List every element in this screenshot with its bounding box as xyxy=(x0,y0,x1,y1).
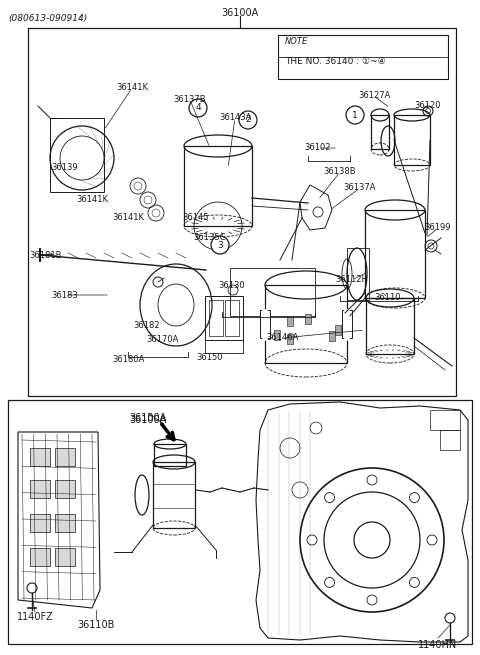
Circle shape xyxy=(346,106,364,124)
Text: 36170A: 36170A xyxy=(146,335,178,345)
Text: 36146A: 36146A xyxy=(266,333,298,343)
Text: 36135C: 36135C xyxy=(194,233,226,242)
Text: 36139: 36139 xyxy=(52,164,78,172)
Text: 1140FZ: 1140FZ xyxy=(17,612,53,622)
Bar xyxy=(335,325,341,335)
Bar xyxy=(394,115,430,165)
Circle shape xyxy=(239,111,257,129)
Bar xyxy=(55,448,75,466)
Text: 36180A: 36180A xyxy=(112,356,144,364)
Bar xyxy=(265,285,347,363)
Text: 36137B: 36137B xyxy=(174,96,206,105)
Bar xyxy=(28,28,456,396)
Bar xyxy=(430,410,460,430)
Bar xyxy=(30,480,50,498)
Bar xyxy=(8,400,472,644)
Bar xyxy=(205,296,243,340)
Text: 36120: 36120 xyxy=(415,100,441,109)
Bar xyxy=(329,331,336,341)
Text: 36182: 36182 xyxy=(134,320,160,329)
Text: 36141K: 36141K xyxy=(112,214,144,223)
Text: 36150: 36150 xyxy=(197,354,223,362)
Bar xyxy=(305,314,312,324)
Bar xyxy=(440,430,460,450)
Text: 36141K: 36141K xyxy=(116,83,148,92)
Bar xyxy=(342,310,352,338)
Bar xyxy=(154,444,186,466)
Bar xyxy=(230,268,315,316)
Bar xyxy=(365,210,425,298)
Text: 3: 3 xyxy=(217,240,223,250)
Bar xyxy=(30,514,50,532)
Text: 36141K: 36141K xyxy=(76,195,108,204)
Circle shape xyxy=(189,99,207,117)
Text: 36199: 36199 xyxy=(425,223,451,233)
Bar xyxy=(153,462,195,528)
Bar xyxy=(260,310,270,338)
Bar xyxy=(55,514,75,532)
Bar xyxy=(30,448,50,466)
Text: 4: 4 xyxy=(195,103,201,113)
Text: 36112H: 36112H xyxy=(336,276,369,284)
Text: 36110B: 36110B xyxy=(77,620,115,630)
Circle shape xyxy=(211,236,229,254)
Text: 2: 2 xyxy=(245,115,251,124)
Text: 36145: 36145 xyxy=(183,214,209,223)
Text: 36100A: 36100A xyxy=(221,8,259,18)
Text: (080613-090914): (080613-090914) xyxy=(8,14,87,23)
Bar xyxy=(278,35,448,79)
Bar xyxy=(274,329,280,340)
Bar xyxy=(55,480,75,498)
Bar xyxy=(287,335,293,345)
Text: 36102: 36102 xyxy=(305,143,331,153)
Bar xyxy=(30,548,50,566)
Text: 36138B: 36138B xyxy=(324,168,356,176)
Text: 36100A: 36100A xyxy=(130,413,167,423)
Bar xyxy=(371,115,389,149)
Text: 36137A: 36137A xyxy=(344,183,376,193)
Text: 36110: 36110 xyxy=(375,293,401,303)
Bar xyxy=(366,298,414,354)
Bar xyxy=(184,146,252,226)
Bar xyxy=(209,300,223,336)
Text: 36127A: 36127A xyxy=(358,92,390,100)
Bar xyxy=(55,548,75,566)
Text: 36100A: 36100A xyxy=(130,415,167,425)
Text: 36181B: 36181B xyxy=(30,252,62,261)
Text: NOTE: NOTE xyxy=(285,37,308,46)
Bar xyxy=(287,316,293,326)
Bar xyxy=(347,248,369,300)
Text: 1: 1 xyxy=(352,111,358,119)
Text: THE NO. 36140 : ①~④: THE NO. 36140 : ①~④ xyxy=(285,57,386,66)
Text: 36183: 36183 xyxy=(52,291,78,299)
Bar xyxy=(225,300,239,336)
Text: 36143A: 36143A xyxy=(219,113,251,122)
Text: 36130: 36130 xyxy=(219,280,245,290)
Text: 1140HN: 1140HN xyxy=(419,640,457,650)
